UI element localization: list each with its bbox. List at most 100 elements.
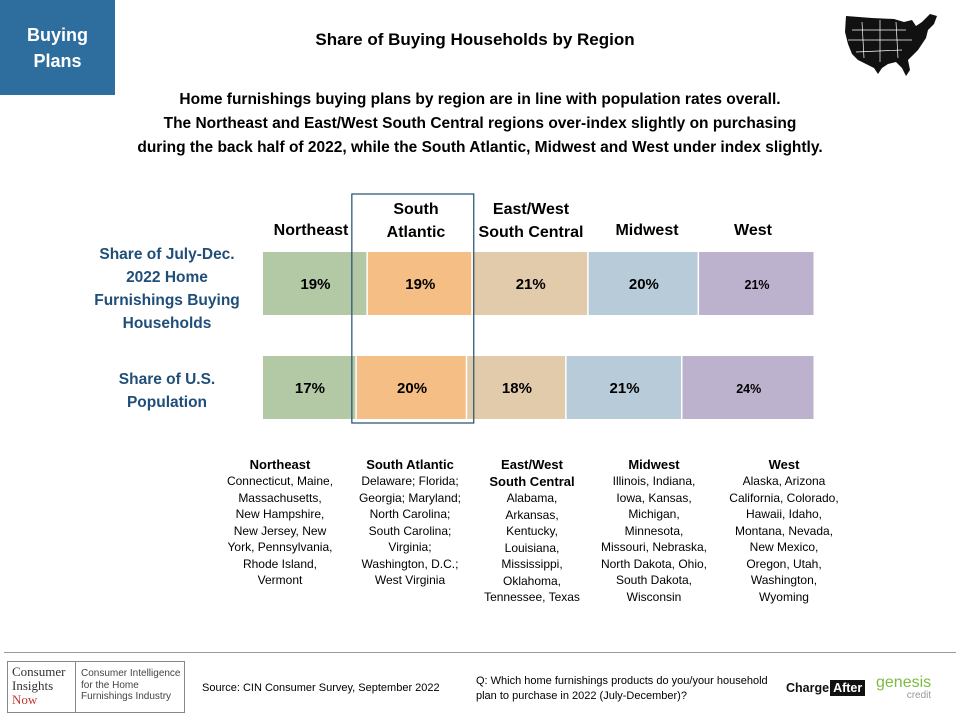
logo-text: Insights	[12, 678, 54, 693]
region-states: Alabama,	[506, 491, 558, 505]
bar-segment	[263, 252, 367, 315]
genesis-name: genesis	[876, 674, 932, 691]
region-name: Northeast	[249, 457, 311, 472]
region-states: Virginia;	[388, 540, 432, 554]
region-column: Northeast Connecticut, Maine, Massachusett…	[219, 456, 341, 589]
page-title: Share of Buying Households by Region	[315, 30, 635, 49]
source-note: Source: CIN Consumer Survey, September 2…	[202, 682, 440, 694]
region-states: Arkansas,	[505, 507, 559, 522]
region-states: Illinois, Indiana,	[612, 474, 696, 488]
logo-tagline: for the Home	[81, 679, 139, 691]
region-states: Washington,	[750, 573, 818, 587]
series-label: Share of July-Dec.	[99, 246, 234, 263]
series-label: Households	[123, 315, 212, 332]
data-label: 18%	[502, 380, 532, 397]
region-states: Vermont	[257, 573, 303, 587]
data-label: 19%	[300, 276, 330, 293]
region-states: Massachusetts,	[238, 490, 322, 505]
data-label: 20%	[629, 276, 659, 293]
bar-segment	[472, 252, 588, 315]
region-states: South Dakota,	[615, 573, 693, 587]
region-column: East/West South Central Alabama, Arkansas, K…	[471, 456, 593, 606]
bar-segment	[263, 356, 356, 419]
region-states: Georgia; Maryland;	[358, 490, 462, 505]
cin-logo: Consumer Insights Now Consumer Intellige…	[7, 661, 185, 713]
region-states: Minnesota,	[624, 523, 684, 538]
region-states: Alaska, Arizona	[742, 474, 826, 488]
region-states: Wisconsin	[626, 589, 682, 604]
region-states: Kentucky,	[506, 524, 558, 538]
series-label: Share of U.S.	[119, 371, 215, 388]
region-states: Oregon, Utah,	[746, 556, 822, 571]
region-column: South Atlantic Delaware; Florida; Georgia;…	[349, 456, 471, 589]
region-states: North Carolina;	[369, 507, 451, 521]
data-label: 20%	[397, 380, 427, 397]
region-states: West Virginia	[374, 573, 446, 587]
bar-segment	[588, 252, 698, 315]
region-states: New Mexico,	[749, 540, 819, 554]
chargeafter-logo: Charge After	[786, 680, 866, 696]
genesis-credit-logo: genesis credit	[876, 674, 932, 702]
region-states: Mississippi,	[501, 557, 563, 571]
logo-tagline: Furnishings Industry	[81, 691, 172, 702]
region-states: Louisiana,	[504, 540, 560, 555]
subtitle: Home furnishings buying plans by region …	[60, 88, 900, 160]
region-states: Rhode Island,	[242, 556, 318, 571]
series-label: 2022 Home	[126, 269, 208, 286]
chargeafter-part1: Charge	[786, 681, 830, 695]
region-states: Washington, D.C.;	[361, 556, 459, 571]
data-label: 17%	[295, 380, 325, 397]
us-map-icon	[845, 14, 937, 76]
region-states: Michigan,	[628, 507, 680, 521]
bar-segment	[682, 356, 814, 419]
region-column: Midwest Illinois, Indiana, Iowa, Kansas, Mi…	[593, 456, 715, 605]
data-label: 24%	[736, 382, 761, 396]
subtitle-line: during the back half of 2022, while the …	[137, 139, 823, 156]
region-states: Delaware; Florida;	[361, 474, 459, 488]
region-states: Iowa, Kansas,	[616, 490, 692, 505]
category-header: Midwest	[615, 222, 679, 239]
section-tag-line1: Buying	[27, 24, 88, 45]
highlight-box	[351, 193, 475, 424]
region-states: California, Colorado,	[729, 490, 839, 505]
region-states: York, Pennsylvania,	[227, 540, 333, 554]
section-tag-line2: Plans	[33, 50, 82, 71]
region-name: South Atlantic	[366, 457, 454, 472]
genesis-sub: credit	[906, 690, 932, 701]
region-states: South Carolina;	[368, 523, 452, 538]
region-states: Missouri, Nebraska,	[600, 540, 708, 554]
data-label: 21%	[610, 380, 640, 397]
category-header: South Central	[479, 224, 584, 241]
logo-text: Consumer	[12, 664, 66, 679]
category-header: East/West	[493, 201, 570, 218]
region-states: Wyoming	[759, 589, 809, 604]
logo-tagline: Consumer Intelligence	[81, 668, 181, 679]
survey-question: Q: Which home furnishings products do yo…	[476, 675, 768, 702]
bar-segment	[566, 356, 682, 419]
chargeafter-part2: After	[830, 680, 866, 696]
series-label: Population	[127, 394, 207, 411]
region-states: Connecticut, Maine,	[226, 474, 334, 488]
subtitle-line: Home furnishings buying plans by region …	[179, 91, 781, 108]
region-states: New Hampshire,	[235, 507, 325, 521]
data-label: 19%	[405, 276, 435, 293]
category-header: Atlantic	[387, 224, 446, 241]
region-states: New Jersey, New	[233, 523, 327, 538]
region-states: Hawaii, Idaho,	[745, 507, 823, 521]
section-tag: Buying Plans	[0, 0, 115, 95]
region-states: Oklahoma,	[502, 573, 562, 588]
region-name: Midwest	[628, 457, 680, 472]
bar-segment	[356, 356, 466, 419]
region-name: South Central	[489, 474, 575, 489]
category-header: West	[734, 222, 773, 239]
region-column: West Alaska, Arizona California, Colorado,…	[723, 456, 845, 605]
bar-segment	[367, 252, 472, 315]
bar-segment	[467, 356, 566, 419]
bar-segment	[699, 252, 814, 315]
subtitle-line: The Northeast and East/West South Centra…	[163, 115, 797, 132]
data-label: 21%	[516, 276, 546, 293]
series-label: Furnishings Buying	[94, 292, 240, 309]
footer-divider	[4, 652, 956, 653]
category-header: Northeast	[274, 222, 349, 239]
region-name: West	[768, 457, 800, 472]
